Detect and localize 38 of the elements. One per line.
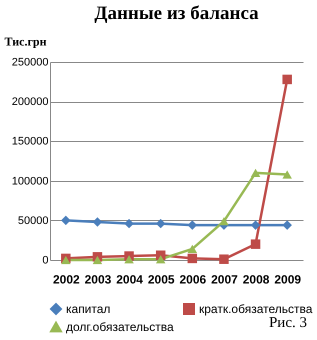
point [282,74,292,84]
x-tick-label: 2007 [211,272,238,286]
x-tick-label: 2006 [179,272,206,286]
point [124,218,134,228]
point [250,168,260,177]
legend-label: долг.обязательства [66,320,174,334]
x-tick-label: 2005 [148,272,175,286]
point [282,220,292,230]
y-axis-title: Тис.грн [4,34,47,48]
chart-title: Данные из баланса [94,3,260,24]
point [92,217,102,227]
x-tick-label: 2009 [274,272,302,286]
point [250,239,260,249]
point [219,254,229,264]
point [219,217,229,226]
y-tick-label: 0 [42,254,48,266]
x-tick-label: 2004 [116,272,144,286]
x-tick-label: 2003 [84,272,112,286]
text: Рис. 3 [268,315,307,332]
point [156,218,166,228]
point [188,254,198,264]
point [124,255,134,264]
y-tick-label: 50000 [18,214,48,227]
point [188,220,198,230]
legend-label: капитал [66,302,110,316]
x-tick-label: 2008 [242,272,270,286]
y-tick-label: 100000 [12,175,48,188]
point [250,220,260,230]
point [156,255,166,264]
legend-label: кратк.обязательства [199,302,313,316]
y-tick-label: 250000 [12,56,48,68]
point [61,216,71,226]
y-tick-label: 150000 [12,136,48,148]
x-tick-label: 2002 [52,272,80,286]
y-tick-label: 200000 [12,96,48,108]
point [92,256,102,264]
point [282,170,292,179]
point [188,244,198,254]
